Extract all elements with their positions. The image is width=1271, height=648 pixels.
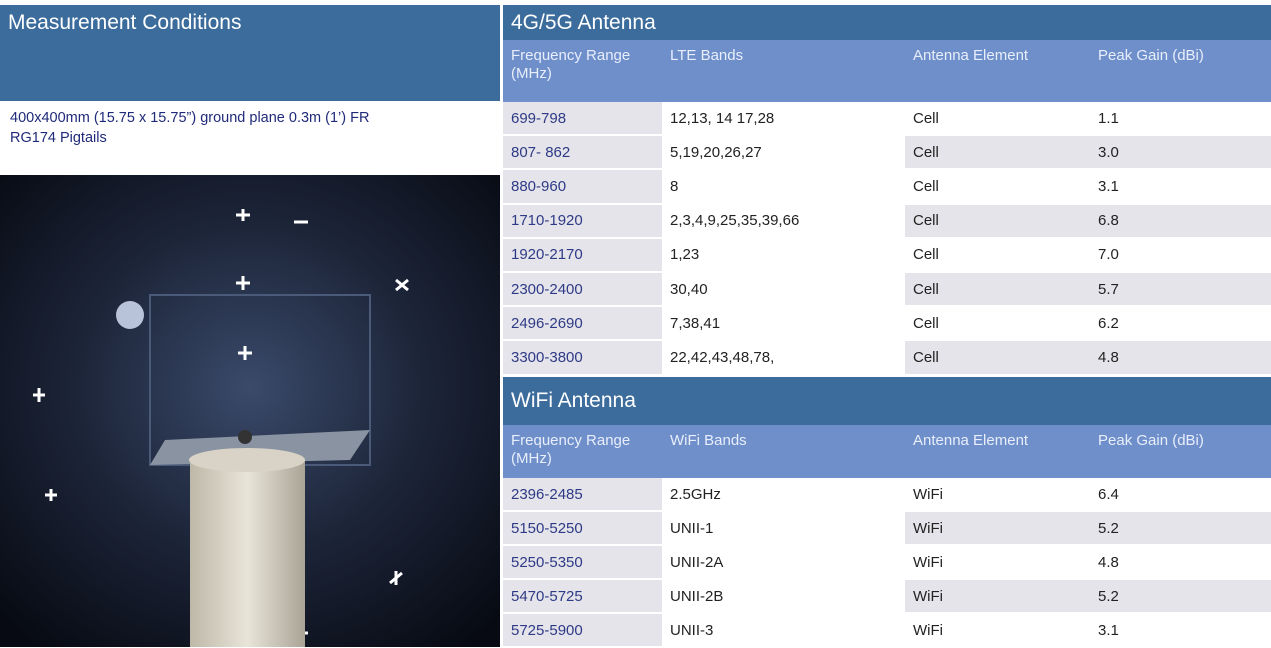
table-cell: UNII-2A <box>662 546 905 580</box>
column-header: Antenna Element <box>905 40 1090 72</box>
table-cell: WiFi <box>905 478 1090 512</box>
condition-line: RG174 Pigtails <box>10 128 500 148</box>
table-cell: Cell <box>905 341 1090 375</box>
column-header: Frequency Range (MHz) <box>503 40 662 90</box>
table-cell: 5.7 <box>1090 273 1271 307</box>
table-cell: Cell <box>905 170 1090 204</box>
table-cell: 3.1 <box>1090 614 1271 648</box>
table-cell: 5.2 <box>1090 580 1271 614</box>
column-header: WiFi Bands <box>662 425 905 457</box>
table-cell: 5250-5350 <box>503 546 662 580</box>
table-cell: Cell <box>905 102 1090 136</box>
table-cell: WiFi <box>905 614 1090 648</box>
table-cell: 2300-2400 <box>503 273 662 307</box>
table-cell: 2.5GHz <box>662 478 905 512</box>
table-cell: Cell <box>905 273 1090 307</box>
table-cell: 1920-2170 <box>503 239 662 273</box>
table-cell: 880-960 <box>503 170 662 204</box>
table-cell: 5,19,20,26,27 <box>662 136 905 170</box>
table-cell: 5470-5725 <box>503 580 662 614</box>
table-cell: 6.8 <box>1090 205 1271 239</box>
table-cell: 5725-5900 <box>503 614 662 648</box>
table-cell: 1710-1920 <box>503 205 662 239</box>
table-cell: 699-798 <box>503 102 662 136</box>
table-cell: 5.2 <box>1090 512 1271 546</box>
table-cell: Cell <box>905 239 1090 273</box>
section-title: 4G/5G Antenna <box>503 5 1271 40</box>
table-cell: 3.0 <box>1090 136 1271 170</box>
column-header: Frequency Range (MHz) <box>503 425 662 475</box>
table-cell: 12,13, 14 17,28 <box>662 102 905 136</box>
column-header: Peak Gain (dBi) <box>1090 40 1271 72</box>
table-cell: 1.1 <box>1090 102 1271 136</box>
column-header: Peak Gain (dBi) <box>1090 425 1271 457</box>
table-cell: WiFi <box>905 580 1090 614</box>
table-cell: UNII-1 <box>662 512 905 546</box>
table-cell: 2396-2485 <box>503 478 662 512</box>
table-cell: UNII-3 <box>662 614 905 648</box>
table-cell: WiFi <box>905 546 1090 580</box>
table-cell: 8 <box>662 170 905 204</box>
table-cell: 1,23 <box>662 239 905 273</box>
table-cell: 3300-3800 <box>503 341 662 375</box>
condition-line: 400x400mm (15.75 x 15.75”) ground plane … <box>10 108 500 128</box>
table-cell: 4.8 <box>1090 341 1271 375</box>
table-cell: 6.4 <box>1090 478 1271 512</box>
table-cell: 807- 862 <box>503 136 662 170</box>
column-header: Antenna Element <box>905 425 1090 457</box>
conditions: 400x400mm (15.75 x 15.75”) ground plane … <box>10 108 500 148</box>
table-cell: 7,38,41 <box>662 307 905 341</box>
table-cell: Cell <box>905 136 1090 170</box>
table-cell: WiFi <box>905 512 1090 546</box>
table-cell: 2496-2690 <box>503 307 662 341</box>
table-cell: 2,3,4,9,25,35,39,66 <box>662 205 905 239</box>
table-cell: Cell <box>905 307 1090 341</box>
chamber-photo <box>0 175 500 647</box>
table-cell: 22,42,43,48,78, <box>662 341 905 375</box>
page: Measurement Conditions 400x400mm (15.75 … <box>0 0 1271 647</box>
table-cell: 30,40 <box>662 273 905 307</box>
table-cell: Cell <box>905 205 1090 239</box>
table-cell: 3.1 <box>1090 170 1271 204</box>
table-cell: 4.8 <box>1090 546 1271 580</box>
column-header: LTE Bands <box>662 40 905 72</box>
left-header: Measurement Conditions <box>0 5 500 101</box>
left-title: Measurement Conditions <box>8 11 241 34</box>
section-title: WiFi Antenna <box>503 377 1271 425</box>
table-cell: 7.0 <box>1090 239 1271 273</box>
table-cell: 6.2 <box>1090 307 1271 341</box>
table-cell: UNII-2B <box>662 580 905 614</box>
table-cell: 5150-5250 <box>503 512 662 546</box>
